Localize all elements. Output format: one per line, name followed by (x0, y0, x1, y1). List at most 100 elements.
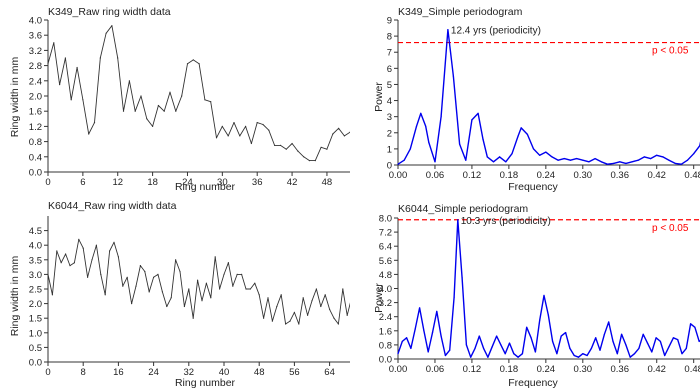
data-point (280, 294, 282, 296)
x-tick-label: 24 (182, 177, 193, 188)
y-tick-label: 3.0 (29, 270, 42, 281)
x-tick-label: 0.18 (500, 364, 519, 375)
data-point (56, 250, 58, 252)
data-point (569, 159, 572, 161)
data-point (616, 353, 618, 355)
data-point (431, 332, 434, 334)
y-tick-label: 4.0 (29, 241, 42, 252)
data-point (192, 317, 194, 319)
data-point (179, 270, 181, 273)
data-point (619, 161, 621, 163)
data-point (397, 353, 399, 355)
data-point (268, 129, 270, 131)
significance-label: p < 0.05 (652, 46, 689, 57)
data-point (214, 256, 216, 258)
data-point (440, 116, 442, 118)
data-point (302, 297, 304, 299)
data-point (403, 159, 405, 161)
data-point (612, 340, 614, 342)
x-tick-label: 0 (45, 367, 50, 378)
data-point (117, 57, 119, 59)
data-point (594, 158, 596, 160)
x-tick-label: 24 (148, 367, 159, 378)
data-point (232, 285, 234, 287)
data-point (668, 159, 670, 161)
data-point (414, 328, 416, 330)
data-point (279, 144, 282, 146)
data-point (603, 333, 605, 335)
data-point (82, 99, 84, 101)
data-point (552, 340, 554, 342)
chart-title: K6044_Simple periodogram (398, 203, 528, 215)
data-point (539, 154, 541, 156)
x-axis-label: Ring number (175, 377, 236, 388)
data-point (60, 262, 62, 264)
data-point (646, 342, 649, 344)
data-point (486, 156, 488, 158)
data-point (573, 354, 575, 357)
data-point (291, 142, 293, 145)
x-axis-label: Frequency (508, 181, 558, 193)
data-point (662, 156, 664, 158)
x-tick-label: 0.36 (611, 170, 630, 181)
data-point (307, 314, 309, 316)
data-point (135, 285, 137, 287)
data-point (157, 104, 159, 107)
data-point (420, 112, 422, 114)
data-point (560, 335, 562, 337)
chart-title: K349_Simple periodogram (398, 6, 523, 18)
data-point (491, 346, 493, 348)
data-point (526, 326, 528, 328)
data-point (577, 356, 580, 358)
data-point (91, 259, 93, 261)
data-point (633, 353, 636, 355)
data-point (210, 297, 212, 299)
data-point (78, 238, 80, 240)
data-point (205, 282, 207, 284)
data-point (64, 57, 66, 59)
data-point (613, 162, 615, 164)
data-point (625, 162, 627, 164)
data-point (576, 158, 578, 160)
chart-title: K6044_Raw ring width data (48, 200, 177, 212)
data-point (233, 122, 235, 124)
data-point (694, 326, 696, 328)
data-point (655, 337, 657, 339)
y-axis-label: Power (373, 82, 385, 112)
data-point (256, 122, 258, 124)
data-point (595, 337, 597, 339)
data-point (680, 163, 682, 165)
data-point (631, 161, 633, 163)
y-tick-label: 2.5 (29, 285, 42, 296)
y-tick-label: 0.0 (29, 358, 42, 369)
data-point (326, 148, 328, 150)
y-tick-label: 4.0 (379, 284, 392, 295)
data-point (148, 291, 150, 293)
data-point (477, 112, 479, 114)
data-point (508, 342, 511, 344)
data-point (163, 110, 165, 112)
data-point (425, 125, 427, 127)
data-point (517, 356, 519, 358)
x-tick-label: 56 (289, 367, 300, 378)
y-tick-label: 2.0 (29, 299, 42, 310)
x-tick-label: 0.42 (647, 364, 666, 375)
data-point (588, 161, 590, 163)
data-point (311, 300, 313, 302)
y-tick-label: 4 (387, 96, 392, 107)
data-point (140, 95, 142, 97)
data-point (126, 276, 128, 278)
x-tick-label: 48 (322, 177, 333, 188)
y-tick-label: 3.2 (29, 46, 42, 57)
y-tick-label: 1 (387, 144, 392, 155)
data-point (434, 161, 436, 163)
y-tick-label: 3 (387, 112, 392, 123)
data-point (543, 294, 545, 297)
data-point (245, 288, 247, 290)
data-point (428, 141, 430, 143)
data-point (99, 57, 101, 59)
x-tick-label: 0.00 (389, 170, 408, 181)
data-point (111, 25, 113, 27)
x-tick-label: 0.48 (684, 364, 700, 375)
data-point (105, 32, 107, 34)
